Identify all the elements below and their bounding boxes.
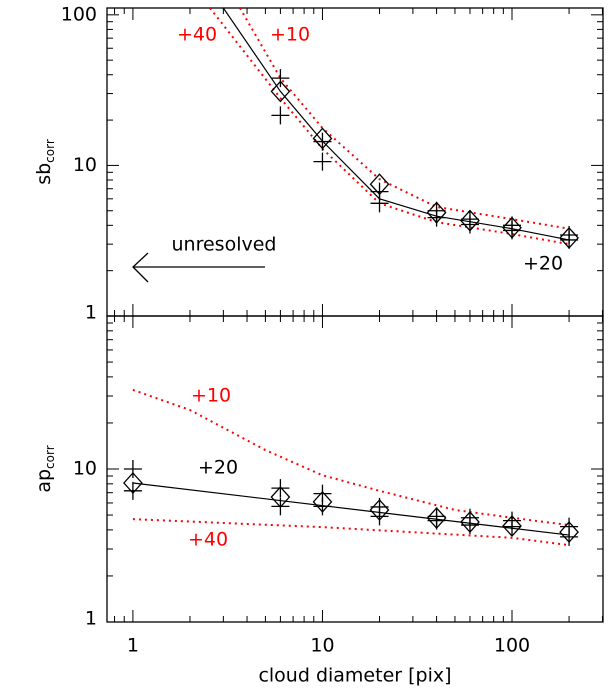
plus-marker — [123, 460, 142, 478]
plus-marker — [313, 132, 332, 151]
y-axis-label: sbcorr — [33, 139, 57, 185]
x-tick-label: 100 — [494, 635, 530, 657]
model-dotted-line — [209, 8, 570, 246]
plot-area — [209, 8, 579, 249]
annotation: +20 — [198, 457, 238, 479]
x-axis-label: cloud diameter [pix] — [258, 665, 451, 687]
y-tick-label: 100 — [61, 3, 97, 25]
diamond-marker — [270, 80, 291, 103]
annotation: +10 — [191, 385, 231, 407]
annotation: +40 — [177, 24, 217, 46]
plus-marker — [313, 152, 332, 171]
model-dotted-line — [132, 518, 570, 547]
y-label-main: ap — [33, 469, 55, 493]
diamond-marker — [502, 515, 522, 537]
y-label-sub: corr — [43, 139, 57, 163]
plus-marker — [560, 527, 579, 546]
annotation: +10 — [270, 24, 310, 46]
plus-marker — [460, 215, 479, 234]
x-tick-label: 10 — [310, 635, 334, 657]
y-tick-label: 1 — [85, 608, 97, 630]
plus-marker — [503, 517, 522, 536]
plus-marker — [271, 69, 290, 88]
plus-marker — [370, 507, 389, 526]
plus-marker — [271, 497, 290, 516]
model-line — [132, 482, 570, 536]
annotation: unresolved — [172, 234, 277, 256]
plus-marker — [427, 511, 446, 530]
plus-marker — [313, 497, 332, 516]
y-axis-label: apcorr — [33, 445, 57, 492]
plus-marker — [560, 230, 579, 249]
y-label-main: sb — [33, 163, 55, 185]
annotation: +40 — [188, 529, 228, 551]
plus-marker — [370, 194, 389, 213]
y-tick-label: 10 — [73, 458, 97, 480]
plot-area — [123, 388, 579, 547]
arrow — [132, 252, 265, 283]
plus-marker — [503, 221, 522, 240]
model-dotted-line — [239, 8, 570, 230]
plus-marker — [460, 516, 479, 535]
plus-marker — [123, 481, 142, 500]
plot-frame — [106, 315, 604, 623]
y-tick-label: 1 — [85, 302, 97, 324]
y-tick-label: 10 — [73, 154, 97, 176]
plus-marker — [427, 208, 446, 227]
plus-marker — [271, 479, 290, 498]
y-label-sub: corr — [43, 445, 57, 469]
annotation: +20 — [523, 253, 563, 275]
plus-marker — [271, 106, 290, 125]
x-tick-label: 1 — [127, 635, 139, 657]
